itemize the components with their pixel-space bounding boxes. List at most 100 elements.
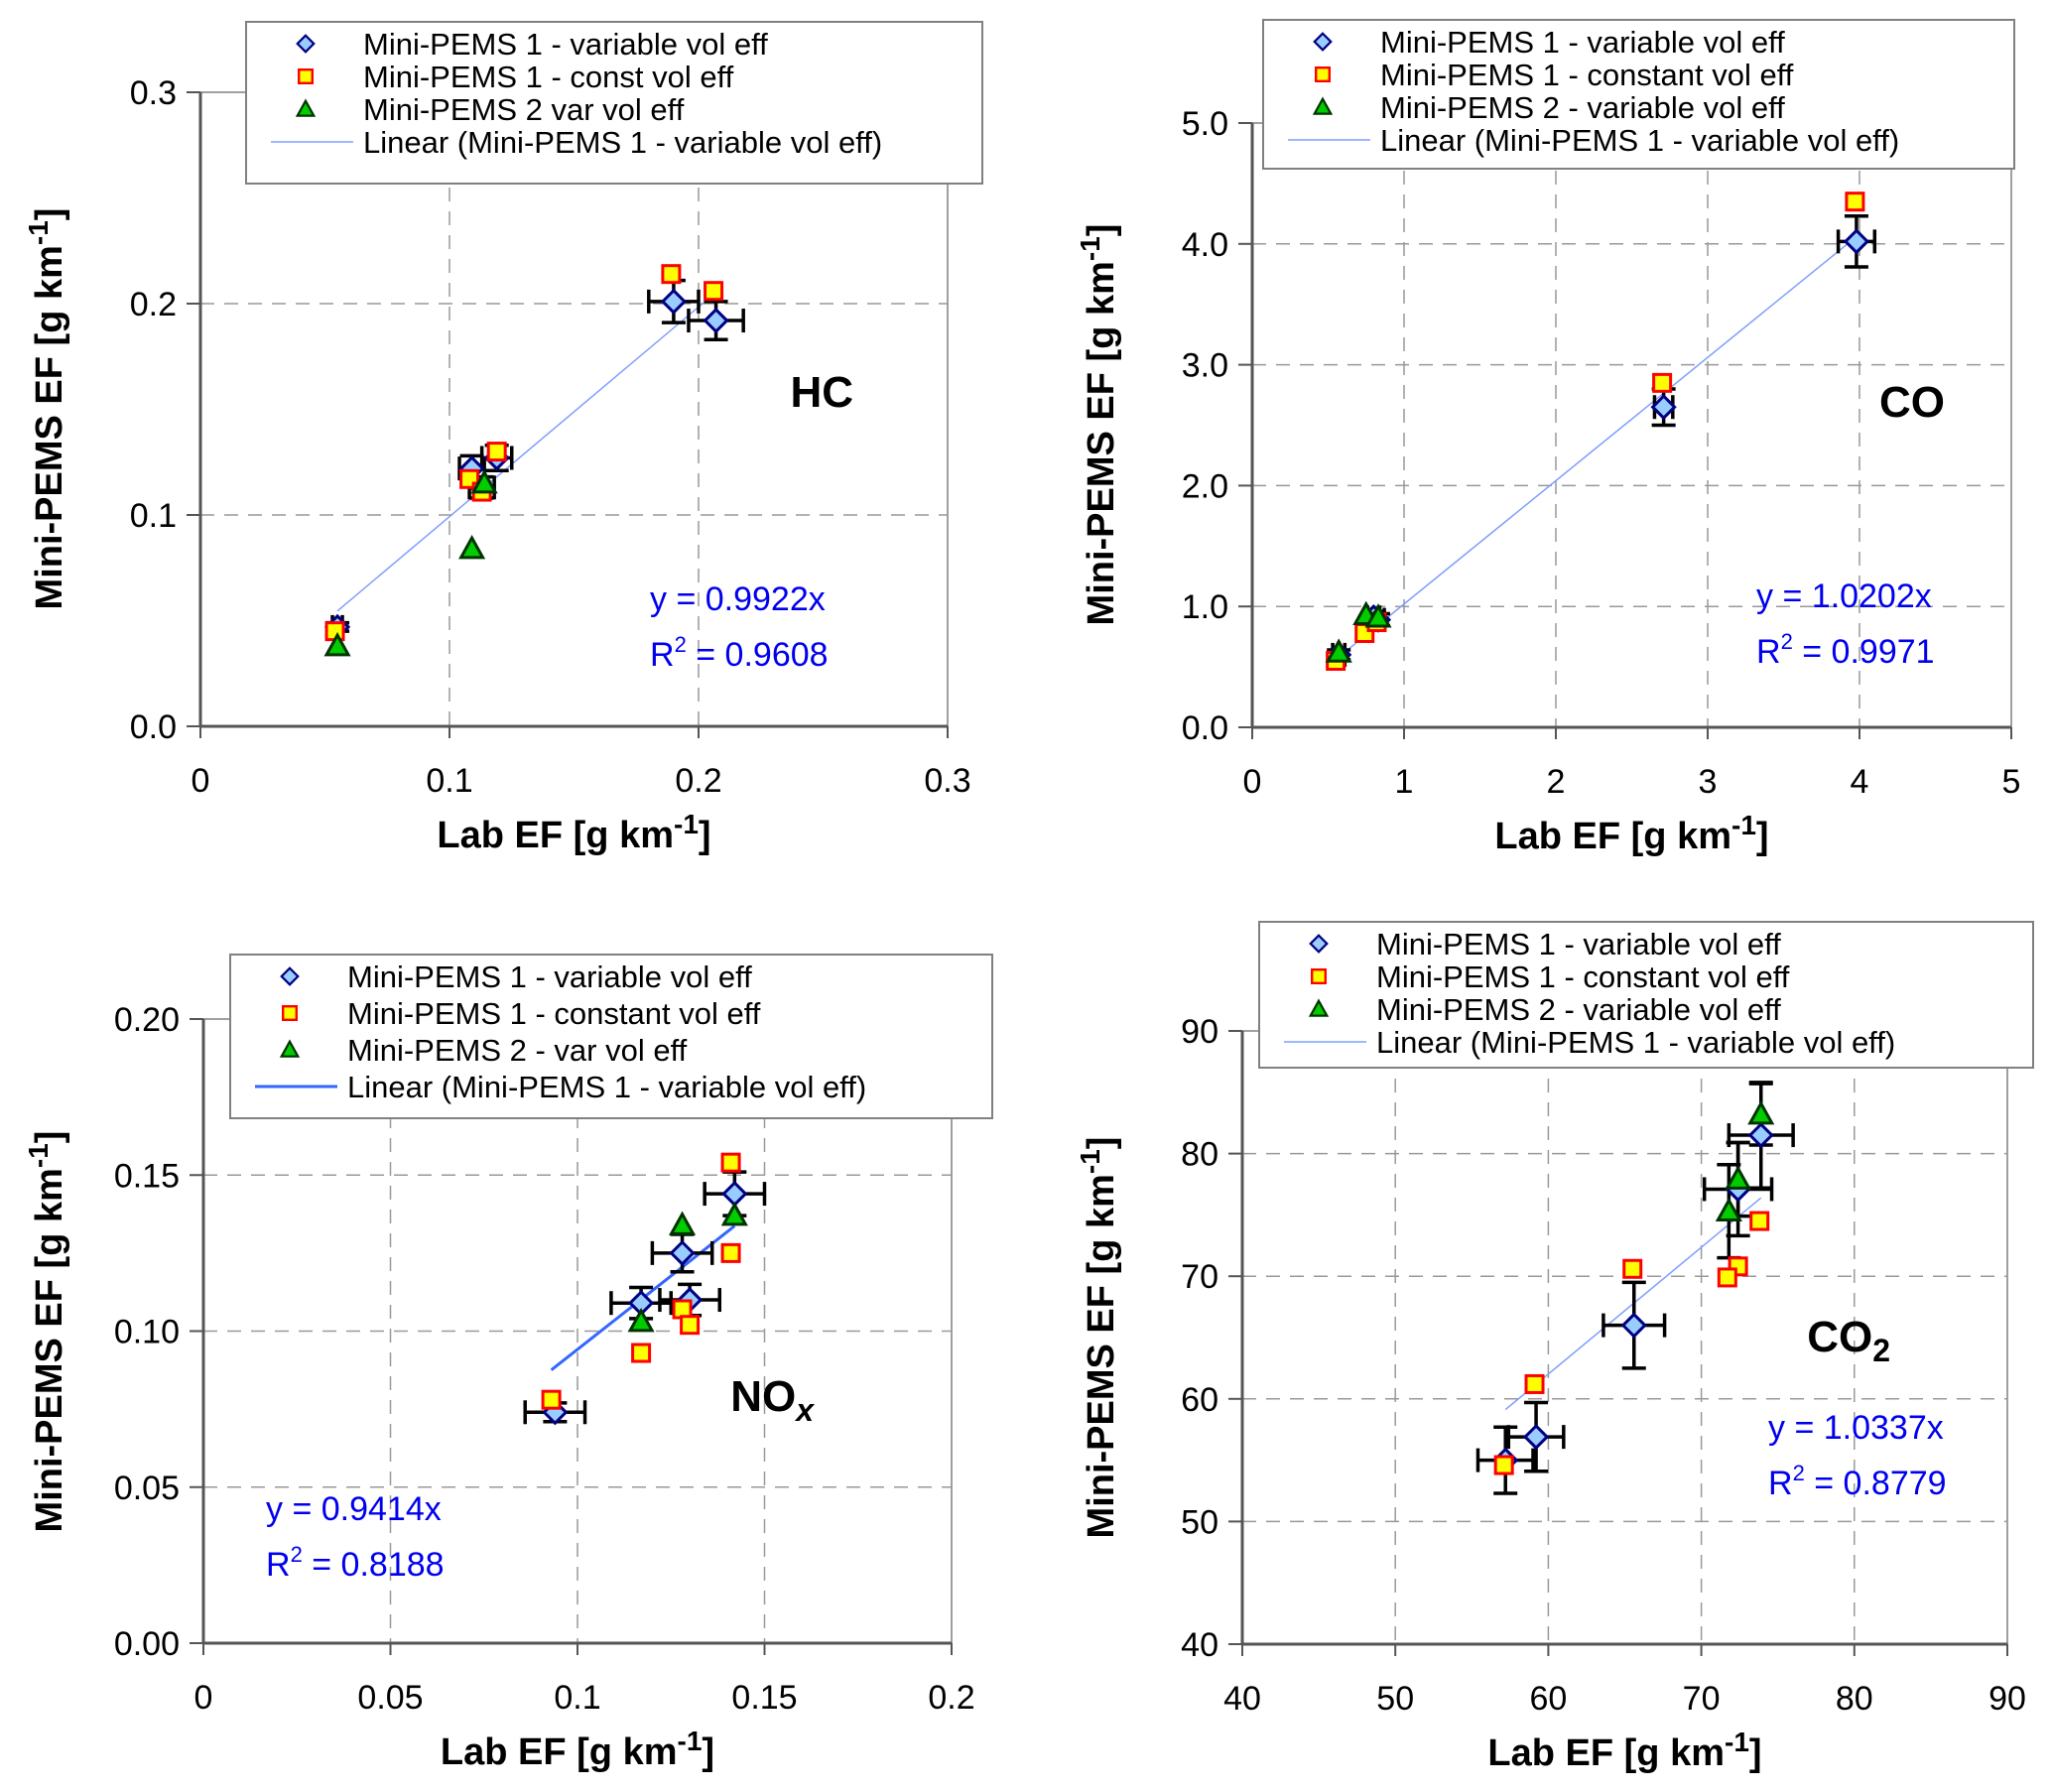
- x-tick-label: 0.05: [357, 1679, 423, 1717]
- markers-square: [1493, 1211, 1770, 1475]
- axis-label-superscript: -1: [23, 220, 54, 245]
- axis-label-text: Lab EF [g km: [437, 815, 674, 856]
- legend-triangle-icon: [279, 1039, 301, 1058]
- y-axis-label: Mini-PEMS EF [g km-1]: [23, 208, 70, 610]
- x-tick-label: 3: [1699, 763, 1718, 801]
- axis-label-text: ]: [1081, 224, 1122, 237]
- axis-label-superscript: -1: [1075, 1149, 1105, 1174]
- species-label: NOx: [730, 1372, 815, 1428]
- legend-box: [229, 954, 993, 1119]
- legend: Mini-PEMS 1 - variable vol effMini-PEMS …: [245, 21, 983, 185]
- legend-triangle-icon: [1312, 96, 1334, 115]
- axis-label-text: ]: [699, 815, 711, 856]
- regression-equation: y = 1.0202x: [1756, 577, 1932, 615]
- legend-diamond-icon: [280, 966, 300, 986]
- y-tick-label: 0.2: [130, 286, 177, 323]
- axis-label-text: ]: [702, 1731, 714, 1773]
- data-point-diamond: [1650, 394, 1677, 421]
- regression-equation: y = 1.0337x: [1768, 1409, 1944, 1447]
- legend-square-icon: [1314, 66, 1331, 83]
- data-point-square: [720, 1242, 741, 1263]
- r-squared-value: = 0.9971: [1793, 633, 1935, 671]
- trend-line: [1338, 235, 1858, 658]
- axis-label-text: Mini-PEMS EF [g km: [1081, 1174, 1122, 1538]
- legend-label: Mini-PEMS 1 - constant vol eff: [1380, 58, 1794, 92]
- legend-triangle-icon: [1308, 998, 1330, 1017]
- x-axis-label: Lab EF [g km-1]: [1487, 1727, 1761, 1774]
- axis-label-text: ]: [1081, 1137, 1122, 1150]
- legend-label: Linear (Mini-PEMS 1 - variable vol eff): [347, 1070, 866, 1104]
- r-squared-label: R: [650, 636, 675, 674]
- y-tick-label: 0.00: [114, 1625, 180, 1663]
- x-tick-label: 4: [1851, 763, 1869, 801]
- data-point-triangle: [1364, 603, 1392, 628]
- species-name: HC: [790, 368, 853, 417]
- legend-triangle-icon: [295, 98, 317, 117]
- r-squared-value: = 0.8779: [1805, 1465, 1947, 1502]
- data-point-triangle: [669, 1211, 697, 1235]
- data-point-square: [1717, 1267, 1737, 1288]
- regression-equation: y = 0.9414x: [266, 1490, 442, 1528]
- y-tick-label: 0.10: [114, 1314, 180, 1351]
- r-squared-superscript: 2: [1793, 1461, 1805, 1485]
- axis-label-text: Mini-PEMS EF [g km: [1081, 261, 1122, 625]
- legend-label: Mini-PEMS 1 - constant vol eff: [1376, 960, 1790, 994]
- data-point-diamond: [669, 1239, 696, 1266]
- r-squared-superscript: 2: [291, 1542, 303, 1567]
- legend-box: [1262, 19, 2015, 170]
- data-point-diamond: [1522, 1423, 1550, 1451]
- r-squared-label: R: [1756, 633, 1781, 671]
- axis-label-text: ]: [1756, 816, 1769, 857]
- y-tick-label: 0.0: [130, 708, 177, 746]
- data-point-triangle: [1325, 638, 1352, 663]
- markers-triangle: [1715, 1099, 1775, 1221]
- axis-label-superscript: -1: [1075, 236, 1105, 261]
- species-name: NO: [730, 1372, 796, 1421]
- legend-label: Linear (Mini-PEMS 1 - variable vol eff): [1376, 1025, 1895, 1060]
- axis-label-superscript: -1: [1725, 1727, 1749, 1757]
- axis-label-text: ]: [1749, 1732, 1762, 1774]
- x-tick-label: 0.1: [554, 1679, 600, 1717]
- y-tick-label: 60: [1181, 1381, 1218, 1419]
- data-point-square: [631, 1343, 652, 1363]
- y-tick-label: 4.0: [1182, 226, 1228, 264]
- axis-label-text: Lab EF [g km: [1487, 1732, 1725, 1774]
- legend-box: [245, 21, 983, 185]
- y-axis-label: Mini-PEMS EF [g km-1]: [23, 1131, 70, 1533]
- x-tick-label: 80: [1836, 1680, 1873, 1718]
- panel-nox: 0 0.05 0.1 0.15 0.2 0.00 0.05 0.10 0.15 0.20 Lab E…: [23, 954, 993, 1773]
- y-tick-label: 5.0: [1182, 105, 1228, 143]
- y-tick-label: 0.1: [130, 497, 177, 535]
- axis-label-superscript: -1: [674, 809, 699, 839]
- r-squared: R2 = 0.9608: [650, 632, 829, 674]
- data-point-square: [1652, 372, 1673, 393]
- x-tick-label: 0.1: [426, 762, 472, 800]
- data-point-square: [720, 1152, 741, 1173]
- data-point-diamond: [660, 288, 688, 315]
- axis-label-text: Mini-PEMS EF [g km: [29, 1168, 70, 1532]
- y-tick-label: 70: [1181, 1258, 1218, 1296]
- x-axis-label: Lab EF [g km-1]: [1494, 810, 1768, 857]
- r-squared: R2 = 0.8188: [266, 1542, 445, 1584]
- legend-square-icon: [1310, 967, 1327, 984]
- y-axis-label: Mini-PEMS EF [g km-1]: [1075, 1137, 1122, 1539]
- data-point-diamond: [1843, 228, 1870, 255]
- regression-equation: y = 0.9922x: [650, 580, 826, 618]
- plot-area: [199, 91, 949, 727]
- y-axis-label: Mini-PEMS EF [g km-1]: [1075, 224, 1122, 626]
- x-tick-label: 0.2: [675, 762, 721, 800]
- r-squared-label: R: [1768, 1465, 1793, 1502]
- axis-label-superscript: -1: [1731, 810, 1756, 840]
- axis-label-text: ]: [29, 1131, 70, 1144]
- r-squared-superscript: 2: [1781, 629, 1793, 654]
- species-subscript: 2: [1872, 1333, 1890, 1368]
- axis-label-text: ]: [29, 208, 70, 221]
- legend-diamond-icon: [1313, 32, 1333, 52]
- data-point-triangle: [458, 534, 486, 560]
- data-point-triangle: [720, 1202, 748, 1226]
- x-tick-label: 60: [1529, 1680, 1567, 1718]
- y-tick-label: 1.0: [1182, 588, 1228, 626]
- data-point-square: [680, 1315, 701, 1336]
- x-tick-label: 0.2: [928, 1679, 974, 1717]
